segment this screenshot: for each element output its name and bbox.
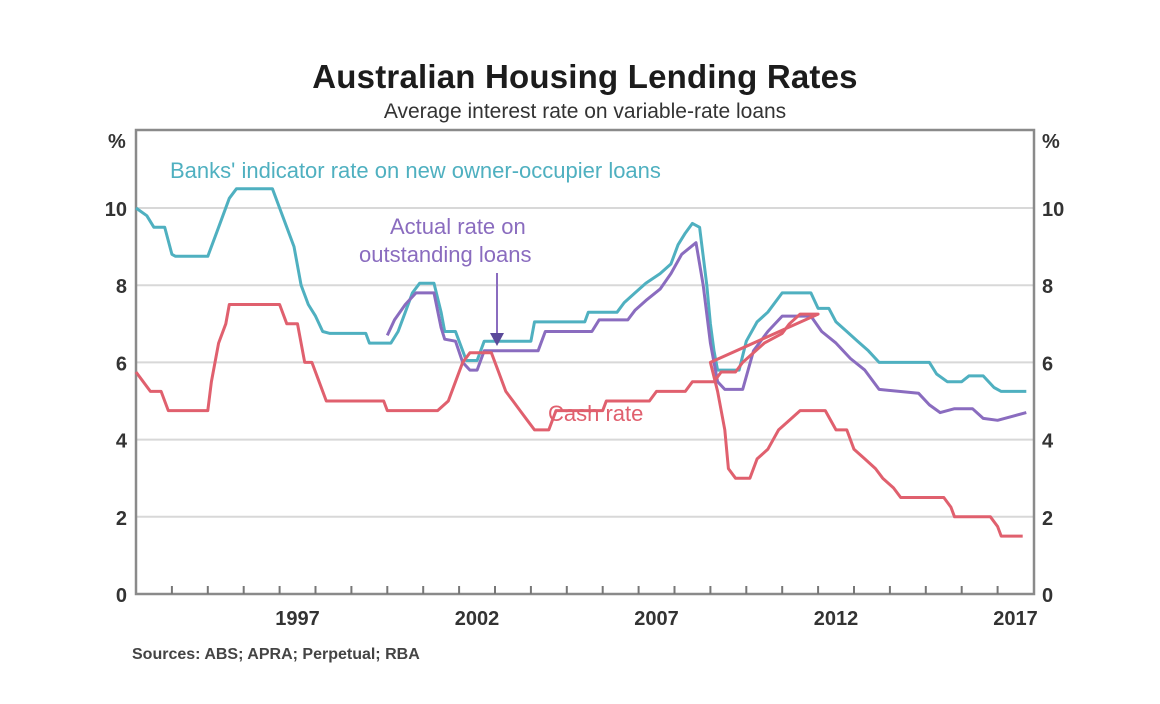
x-tick-label: 2007 <box>634 608 679 630</box>
sources-note: Sources: ABS; APRA; Perpetual; RBA <box>132 646 420 663</box>
x-axis-labels: 1997 2002 2007 2012 2017 <box>275 608 1037 630</box>
y-axis-left-unit: % <box>108 131 126 153</box>
outstanding-label-line1: Actual rate on <box>390 214 526 239</box>
x-tick-label: 2017 <box>993 608 1038 630</box>
y-axis-right-labels: 0 2 4 6 8 10 <box>1042 199 1064 607</box>
y-tick-label-right: 2 <box>1042 508 1053 530</box>
y-tick-label-left: 6 <box>116 353 127 375</box>
outstanding-loans-line <box>385 241 1027 422</box>
gridlines <box>136 207 1034 518</box>
cash-rate-line <box>134 303 1023 538</box>
y-tick-label-left: 8 <box>116 276 127 298</box>
plot-frame <box>134 128 1036 596</box>
x-tick-label: 2012 <box>814 608 859 630</box>
y-axis-right-unit: % <box>1042 131 1060 153</box>
outstanding-arrow-head-icon <box>490 333 504 346</box>
y-tick-label-left: 2 <box>116 508 127 530</box>
x-tick-label: 1997 <box>275 608 320 630</box>
y-tick-label-right: 8 <box>1042 276 1053 298</box>
y-tick-label-right: 10 <box>1042 199 1064 221</box>
y-tick-label-left: 0 <box>116 585 127 607</box>
y-tick-label-left: 10 <box>105 199 127 221</box>
cash-rate-label: Cash rate <box>548 401 643 426</box>
y-tick-label-right: 6 <box>1042 353 1053 375</box>
x-axis-ticks <box>170 586 999 594</box>
banks-indicator-label: Banks' indicator rate on new owner-occup… <box>170 158 661 183</box>
outstanding-label-line2: outstanding loans <box>359 242 531 267</box>
chart-subtitle: Average interest rate on variable-rate l… <box>383 100 787 123</box>
chart-title: Australian Housing Lending Rates <box>312 58 858 95</box>
data-series <box>134 187 1027 538</box>
y-tick-label-right: 4 <box>1042 431 1054 453</box>
y-tick-label-left: 4 <box>116 431 128 453</box>
banks-indicator-line <box>135 187 1027 393</box>
y-axis-left-labels: 0 2 4 6 8 10 <box>105 199 128 607</box>
y-tick-label-right: 0 <box>1042 585 1053 607</box>
x-tick-label: 2002 <box>455 608 500 630</box>
